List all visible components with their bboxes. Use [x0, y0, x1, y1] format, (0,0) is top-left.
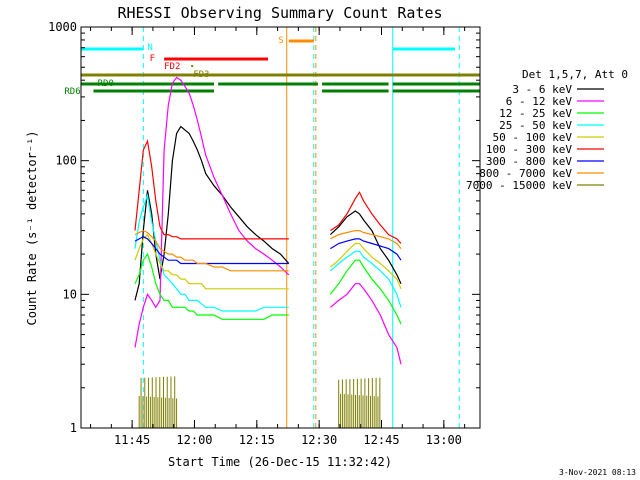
legend-header: Det 1,5,7, Att 0	[522, 68, 628, 81]
series-line-6	[134, 236, 402, 265]
legend-label-5: 100 - 300 keV	[486, 143, 572, 156]
x-tick-label: 12:45	[363, 433, 399, 447]
y-tick-label: 1	[70, 421, 77, 435]
flag-label-s: S	[278, 36, 283, 46]
legend-label-6: 300 - 800 keV	[486, 155, 572, 168]
series-line-2	[134, 252, 402, 325]
legend-label-2: 12 - 25 keV	[499, 107, 572, 120]
legend-label-3: 25 - 50 keV	[499, 119, 572, 132]
series-line-7	[134, 229, 402, 272]
y-tick-label: 100	[55, 154, 77, 168]
flag-label-f: F	[150, 54, 155, 64]
y-tick-label: 10	[63, 287, 77, 301]
series-line-4	[134, 233, 402, 290]
x-tick-label: 13:00	[426, 433, 462, 447]
x-tick-label: 11:45	[114, 433, 150, 447]
fd3-dot	[191, 65, 194, 67]
legend-label-8: 7000 - 15000 keV	[466, 179, 572, 192]
x-axis-label: Start Time (26-Dec-15 11:32:42)	[168, 455, 392, 469]
flag-label-rd6: RD6	[64, 87, 80, 97]
legend-label-4: 50 - 100 keV	[493, 131, 573, 144]
series-line-3	[134, 193, 402, 312]
x-tick-label: 12:00	[176, 433, 212, 447]
legend-label-0: 3 - 6 keV	[512, 83, 572, 96]
legend-label-7: 800 - 7000 keV	[479, 167, 572, 180]
plot-frame	[80, 26, 481, 429]
y-tick-label: 1000	[48, 20, 77, 34]
legend-label-1: 6 - 12 keV	[506, 95, 573, 108]
chart-title: RHESSI Observing Summary Count Rates	[117, 4, 442, 22]
axes: 1 10 100 1000 11:45 12:00 12:15 12:30 12:45 13:00	[48, 20, 480, 447]
series-line-5	[134, 139, 402, 244]
flag-label-n: N	[147, 43, 152, 53]
flag-label-fd3: FD3	[193, 70, 209, 80]
x-tick-label: 12:15	[239, 433, 275, 447]
flag-label-fd2: FD2	[164, 62, 180, 72]
flag-label-rd0: RD0	[98, 79, 114, 89]
x-tick-label: 12:30	[301, 433, 337, 447]
plot-area: NF FD2 FD3 S RD0 RD6	[64, 27, 480, 428]
footer-date: 3-Nov-2021 08:13	[559, 468, 636, 477]
y-axis-label: Count Rate (s⁻¹ detector⁻¹)	[25, 130, 39, 325]
series-line-1	[134, 76, 402, 365]
